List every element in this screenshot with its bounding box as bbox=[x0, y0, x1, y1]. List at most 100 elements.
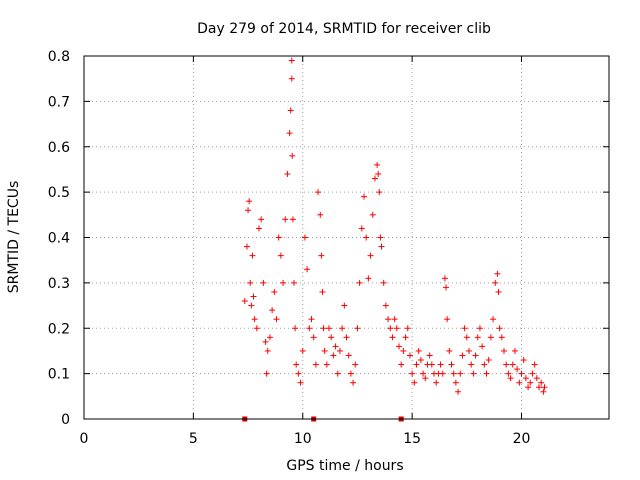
data-point bbox=[249, 252, 256, 259]
data-point bbox=[452, 379, 459, 386]
data-point bbox=[318, 252, 325, 259]
data-point bbox=[516, 379, 523, 386]
y-tick-label: 0.1 bbox=[48, 367, 70, 383]
data-point bbox=[352, 361, 359, 368]
data-point bbox=[282, 216, 289, 223]
data-point bbox=[481, 361, 488, 368]
data-point bbox=[501, 347, 507, 354]
data-point bbox=[374, 161, 381, 168]
data-point bbox=[361, 193, 367, 200]
data-point bbox=[328, 334, 335, 341]
data-point bbox=[413, 361, 420, 368]
data-point bbox=[263, 370, 270, 377]
data-point bbox=[301, 234, 308, 241]
data-point bbox=[455, 388, 462, 395]
data-point bbox=[396, 343, 402, 350]
data-point bbox=[457, 370, 464, 377]
y-axis-label: SRMTID / TECUs bbox=[6, 181, 22, 294]
data-point bbox=[380, 279, 387, 286]
data-point bbox=[323, 361, 330, 368]
data-point bbox=[391, 316, 398, 323]
data-point bbox=[498, 334, 505, 341]
x-tick-label: 20 bbox=[513, 431, 531, 447]
data-point bbox=[299, 347, 306, 354]
data-point bbox=[520, 357, 527, 364]
data-point bbox=[479, 343, 486, 350]
x-tick-label: 15 bbox=[403, 431, 421, 447]
data-point bbox=[264, 347, 271, 354]
data-point bbox=[280, 279, 287, 286]
data-point bbox=[288, 75, 295, 82]
data-point bbox=[417, 357, 424, 364]
data-point bbox=[459, 352, 466, 359]
data-point bbox=[241, 298, 248, 305]
data-point bbox=[245, 207, 252, 214]
data-point bbox=[289, 152, 296, 159]
data-point bbox=[378, 243, 385, 250]
data-point bbox=[507, 375, 514, 382]
y-tick-label: 0.7 bbox=[48, 94, 70, 110]
data-point bbox=[287, 107, 294, 114]
data-point bbox=[496, 325, 503, 332]
data-point bbox=[292, 325, 299, 332]
data-point bbox=[485, 357, 492, 364]
data-point bbox=[439, 370, 446, 377]
data-point bbox=[308, 316, 315, 323]
data-point bbox=[474, 334, 481, 341]
data-point bbox=[426, 352, 433, 359]
data-point bbox=[494, 270, 501, 277]
data-point bbox=[288, 57, 295, 64]
data-point bbox=[540, 388, 547, 395]
data-point bbox=[256, 225, 262, 232]
data-point bbox=[310, 334, 317, 341]
data-point bbox=[306, 325, 313, 332]
data-point bbox=[284, 170, 291, 177]
data-point bbox=[354, 325, 361, 332]
data-point bbox=[326, 325, 332, 332]
data-point bbox=[533, 375, 540, 382]
y-tick-label: 0.8 bbox=[48, 49, 70, 65]
data-point bbox=[277, 252, 284, 259]
data-point bbox=[505, 370, 512, 377]
data-point bbox=[428, 361, 435, 368]
y-tick-label: 0 bbox=[61, 412, 70, 428]
data-point bbox=[293, 361, 300, 368]
data-point bbox=[247, 279, 254, 286]
data-point bbox=[334, 370, 341, 377]
data-point bbox=[400, 347, 407, 354]
data-point bbox=[262, 338, 269, 345]
data-point bbox=[402, 334, 409, 341]
data-point bbox=[446, 347, 453, 354]
data-point bbox=[286, 130, 293, 137]
data-point bbox=[509, 361, 516, 368]
data-point bbox=[363, 234, 370, 241]
data-point bbox=[538, 379, 545, 386]
data-point bbox=[347, 370, 354, 377]
data-point bbox=[367, 252, 374, 259]
y-tick-label: 0.5 bbox=[48, 185, 70, 201]
data-point bbox=[291, 279, 297, 286]
data-point bbox=[376, 189, 383, 196]
x-tick-label: 0 bbox=[80, 431, 89, 447]
data-point bbox=[377, 234, 384, 241]
data-point bbox=[466, 347, 472, 354]
data-point bbox=[470, 370, 477, 377]
data-point bbox=[315, 189, 322, 196]
data-point bbox=[375, 170, 382, 177]
axis-ticks: 0 0.1 0.2 0.3 0.4 0.5 0.6 0.7 0.8 0 5 10 15 20 bbox=[48, 49, 609, 447]
data-point bbox=[518, 370, 525, 377]
data-point bbox=[511, 347, 518, 354]
y-tick-label: 0.2 bbox=[48, 321, 70, 337]
data-point bbox=[443, 284, 450, 291]
data-point bbox=[295, 370, 302, 377]
data-point bbox=[251, 316, 258, 323]
data-point bbox=[525, 384, 532, 391]
data-point bbox=[531, 361, 538, 368]
data-point bbox=[356, 279, 363, 286]
data-point bbox=[275, 234, 282, 241]
data-point bbox=[341, 302, 348, 309]
data-point bbox=[495, 288, 502, 295]
data-point bbox=[243, 243, 250, 250]
data-point bbox=[258, 216, 265, 223]
data-point bbox=[476, 325, 483, 332]
